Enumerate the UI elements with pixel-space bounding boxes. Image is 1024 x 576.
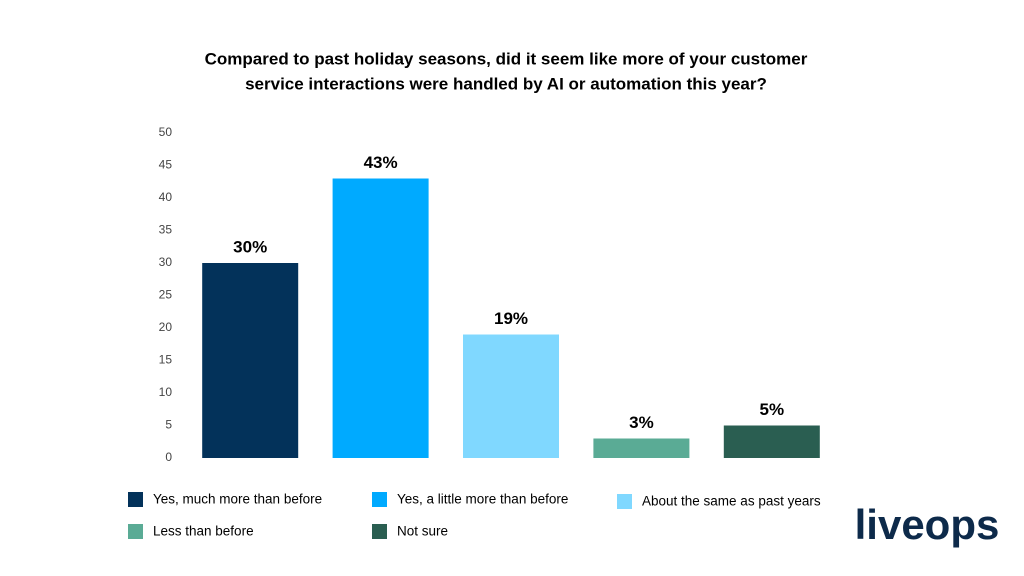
legend-label: Yes, a little more than before	[397, 492, 568, 507]
y-tick-label: 15	[159, 353, 173, 367]
y-tick-label: 50	[159, 125, 173, 139]
value-label: 30%	[233, 237, 267, 256]
legend-swatch	[617, 494, 632, 509]
value-label: 43%	[364, 153, 398, 172]
legend-label: Not sure	[397, 524, 448, 539]
y-tick-label: 40	[159, 190, 173, 204]
bar	[593, 438, 690, 458]
y-tick-label: 45	[159, 158, 173, 172]
legend-label: About the same as past years	[642, 494, 821, 509]
y-tick-label: 35	[159, 223, 173, 237]
logo: liveops	[855, 501, 1000, 548]
y-tick-label: 0	[165, 450, 172, 464]
legend-label: Yes, much more than before	[153, 492, 322, 507]
value-label: 19%	[494, 309, 528, 328]
y-tick-label: 20	[159, 320, 173, 334]
bar	[463, 334, 559, 458]
bar	[202, 263, 299, 458]
y-tick-label: 30	[159, 255, 173, 269]
chart-title: Compared to past holiday seasons, did it…	[205, 49, 808, 68]
legend-swatch	[128, 524, 143, 539]
y-tick-label: 10	[159, 385, 173, 399]
value-label: 3%	[629, 413, 654, 432]
value-label: 5%	[760, 400, 785, 419]
bar	[723, 425, 820, 458]
chart-title: service interactions were handled by AI …	[245, 74, 767, 93]
legend-label: Less than before	[153, 524, 254, 539]
legend-swatch	[372, 524, 387, 539]
bar	[332, 178, 429, 458]
legend-swatch	[128, 492, 143, 507]
y-tick-label: 5	[165, 418, 172, 432]
y-tick-label: 25	[159, 288, 173, 302]
legend-swatch	[372, 492, 387, 507]
